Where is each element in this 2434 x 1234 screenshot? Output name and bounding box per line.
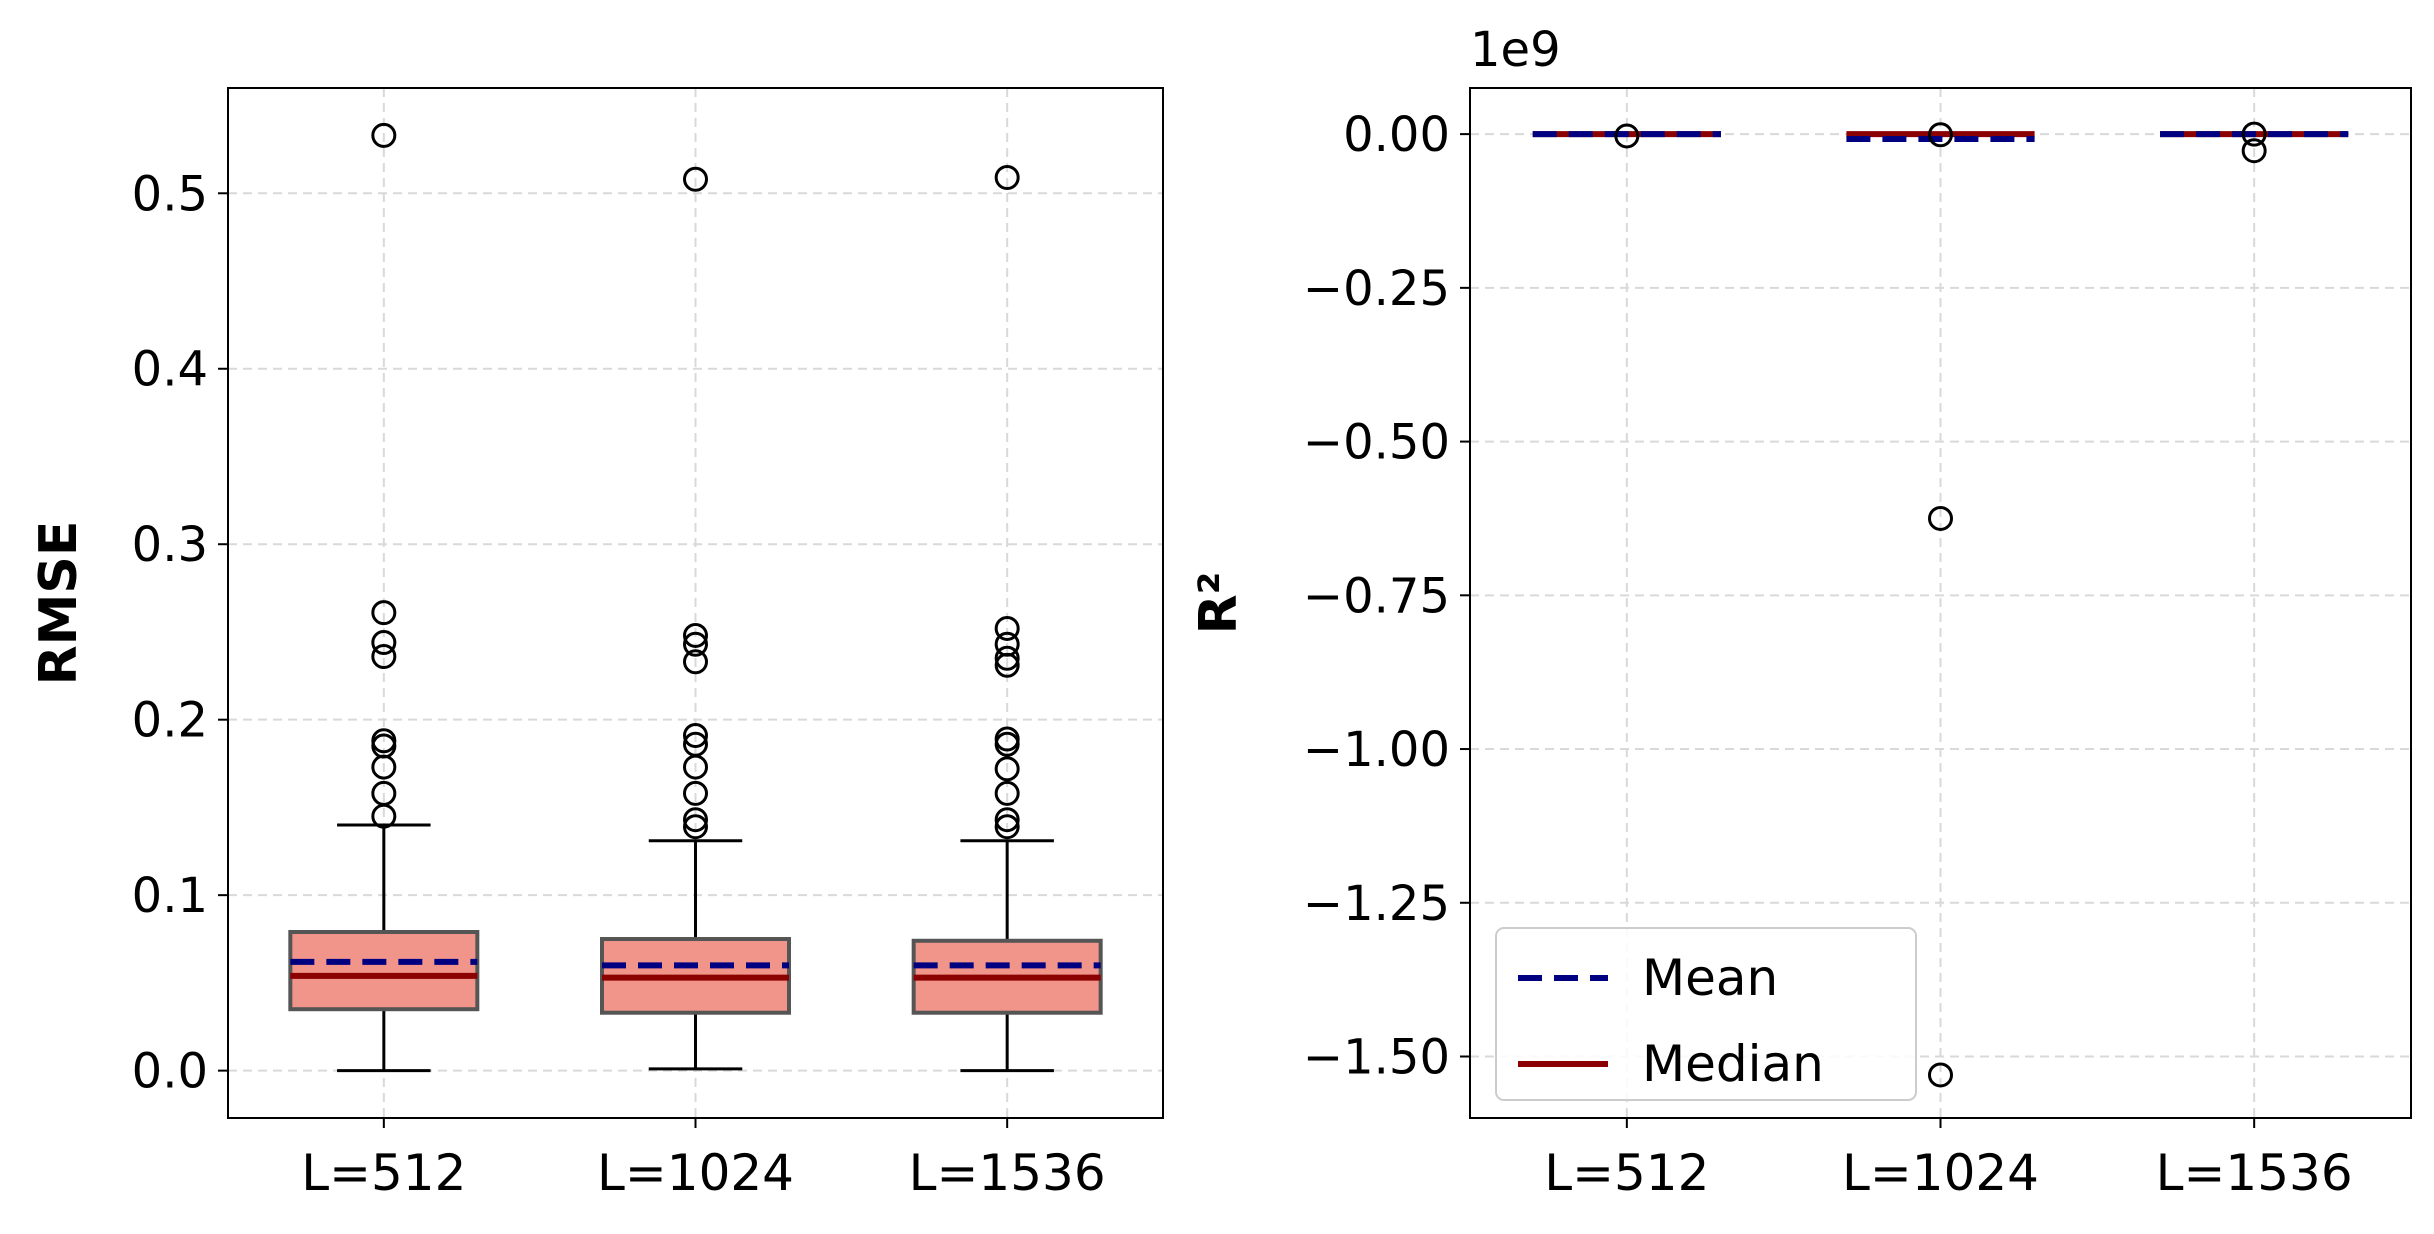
x-tick-label: L=512 xyxy=(1544,1144,1709,1202)
y-tick-label: 0.1 xyxy=(132,868,208,924)
outlier-point xyxy=(683,631,708,657)
outlier-point xyxy=(994,164,1020,190)
box-group xyxy=(2160,121,2349,164)
y-tick-label: 0.2 xyxy=(132,693,208,749)
outlier-point xyxy=(683,166,708,192)
y-tick-label: −0.75 xyxy=(1303,568,1450,624)
y-tick-label: 0.00 xyxy=(1343,107,1450,163)
legend-label: Median xyxy=(1642,1035,1824,1093)
outlier-point xyxy=(994,780,1020,806)
outlier-point xyxy=(994,726,1020,752)
outlier-point xyxy=(994,615,1020,641)
plot-frame xyxy=(1469,87,2412,1119)
outlier-point xyxy=(683,649,708,675)
outlier-point xyxy=(683,814,708,840)
x-tick-label: L=1536 xyxy=(909,1144,1106,1202)
box-group xyxy=(600,166,791,1071)
legend-label: Mean xyxy=(1642,949,1778,1007)
r2-boxplot: 0.00 −0.25 −0.50 −0.75 −1.00 −1.25 −1.50 L=512 L… xyxy=(1189,22,2412,1202)
outlier-point xyxy=(2241,138,2267,164)
outlier-point xyxy=(683,722,708,748)
outlier-point xyxy=(1928,122,1953,148)
outlier-point xyxy=(994,645,1020,671)
y-axis-label: RMSE xyxy=(29,521,89,686)
outlier-point xyxy=(994,756,1020,782)
x-tick-label: L=1536 xyxy=(2156,1144,2353,1202)
outlier-point xyxy=(1928,505,1953,531)
outlier-point xyxy=(371,122,397,148)
outlier-point xyxy=(1928,1062,1953,1088)
outlier-point xyxy=(1614,123,1640,149)
outlier-point xyxy=(683,780,708,806)
outlier-point xyxy=(371,629,397,655)
outlier-point xyxy=(683,622,708,648)
box-group xyxy=(288,122,480,1073)
outlier-point xyxy=(371,644,397,670)
outlier-point xyxy=(994,807,1020,833)
outlier-point xyxy=(683,731,708,757)
y-tick-label: −0.50 xyxy=(1303,415,1450,471)
y-tick-label: 0.5 xyxy=(132,166,208,222)
plot-frame xyxy=(227,87,1164,1119)
box-group xyxy=(1532,123,1721,149)
y-tick-label: 0.0 xyxy=(132,1044,208,1100)
outlier-point xyxy=(371,780,397,806)
outlier-point xyxy=(371,728,397,754)
outlier-point xyxy=(994,631,1020,657)
outlier-point xyxy=(2241,121,2267,147)
y-tick-label: 0.4 xyxy=(132,342,208,398)
y-tick-label: 0.3 xyxy=(132,517,208,573)
legend-frame xyxy=(1495,927,1917,1101)
outlier-point xyxy=(683,807,708,833)
y-axis-label: R² xyxy=(1189,572,1249,635)
x-tick-label: L=1024 xyxy=(597,1144,794,1202)
x-tick-label: L=1024 xyxy=(1842,1144,2039,1202)
rmse-boxplot: 0.0 0.1 0.2 0.3 0.4 0.5 L=512 L=1024 L=1536 RMSE xyxy=(29,87,1164,1202)
y-tick-label: −1.25 xyxy=(1303,876,1450,932)
outlier-point xyxy=(994,814,1020,840)
box-group xyxy=(1846,122,2035,1088)
box xyxy=(288,930,480,1012)
box-group xyxy=(911,164,1103,1073)
axis-offset-label: 1e9 xyxy=(1470,22,1561,78)
outlier-point xyxy=(371,600,397,626)
y-tick-label: −1.50 xyxy=(1303,1030,1450,1086)
x-tick-label: L=512 xyxy=(301,1144,466,1202)
legend: Mean Median xyxy=(1495,927,1917,1101)
y-tick-label: −0.25 xyxy=(1303,261,1450,317)
y-tick-label: −1.00 xyxy=(1303,722,1450,778)
